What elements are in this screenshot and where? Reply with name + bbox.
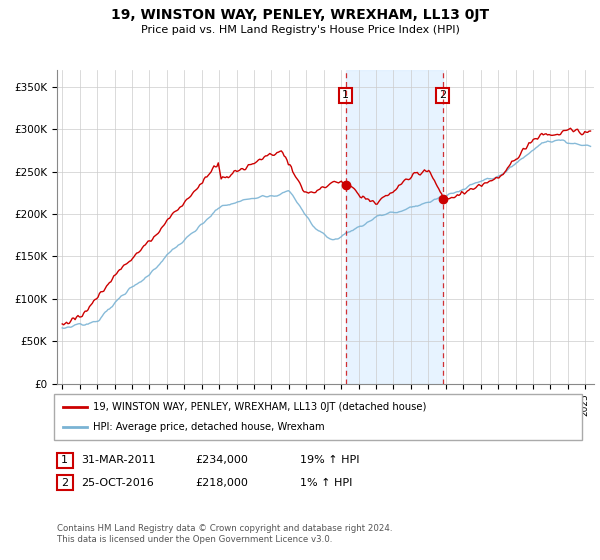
Text: This data is licensed under the Open Government Licence v3.0.: This data is licensed under the Open Gov… xyxy=(57,535,332,544)
Text: 1% ↑ HPI: 1% ↑ HPI xyxy=(300,478,352,488)
Text: 19, WINSTON WAY, PENLEY, WREXHAM, LL13 0JT (detached house): 19, WINSTON WAY, PENLEY, WREXHAM, LL13 0… xyxy=(93,403,427,413)
Text: 19, WINSTON WAY, PENLEY, WREXHAM, LL13 0JT: 19, WINSTON WAY, PENLEY, WREXHAM, LL13 0… xyxy=(111,8,489,22)
Text: 2: 2 xyxy=(439,90,446,100)
Bar xyxy=(346,70,443,384)
Text: £218,000: £218,000 xyxy=(195,478,248,488)
Text: Price paid vs. HM Land Registry's House Price Index (HPI): Price paid vs. HM Land Registry's House … xyxy=(140,25,460,35)
Text: Contains HM Land Registry data © Crown copyright and database right 2024.: Contains HM Land Registry data © Crown c… xyxy=(57,524,392,533)
Text: HPI: Average price, detached house, Wrexham: HPI: Average price, detached house, Wrex… xyxy=(93,422,325,432)
Text: 19% ↑ HPI: 19% ↑ HPI xyxy=(300,455,359,465)
Text: 25-OCT-2016: 25-OCT-2016 xyxy=(81,478,154,488)
Text: 2: 2 xyxy=(61,478,68,488)
Text: 1: 1 xyxy=(342,90,349,100)
Text: 31-MAR-2011: 31-MAR-2011 xyxy=(81,455,155,465)
Text: £234,000: £234,000 xyxy=(195,455,248,465)
Text: 1: 1 xyxy=(61,455,68,465)
